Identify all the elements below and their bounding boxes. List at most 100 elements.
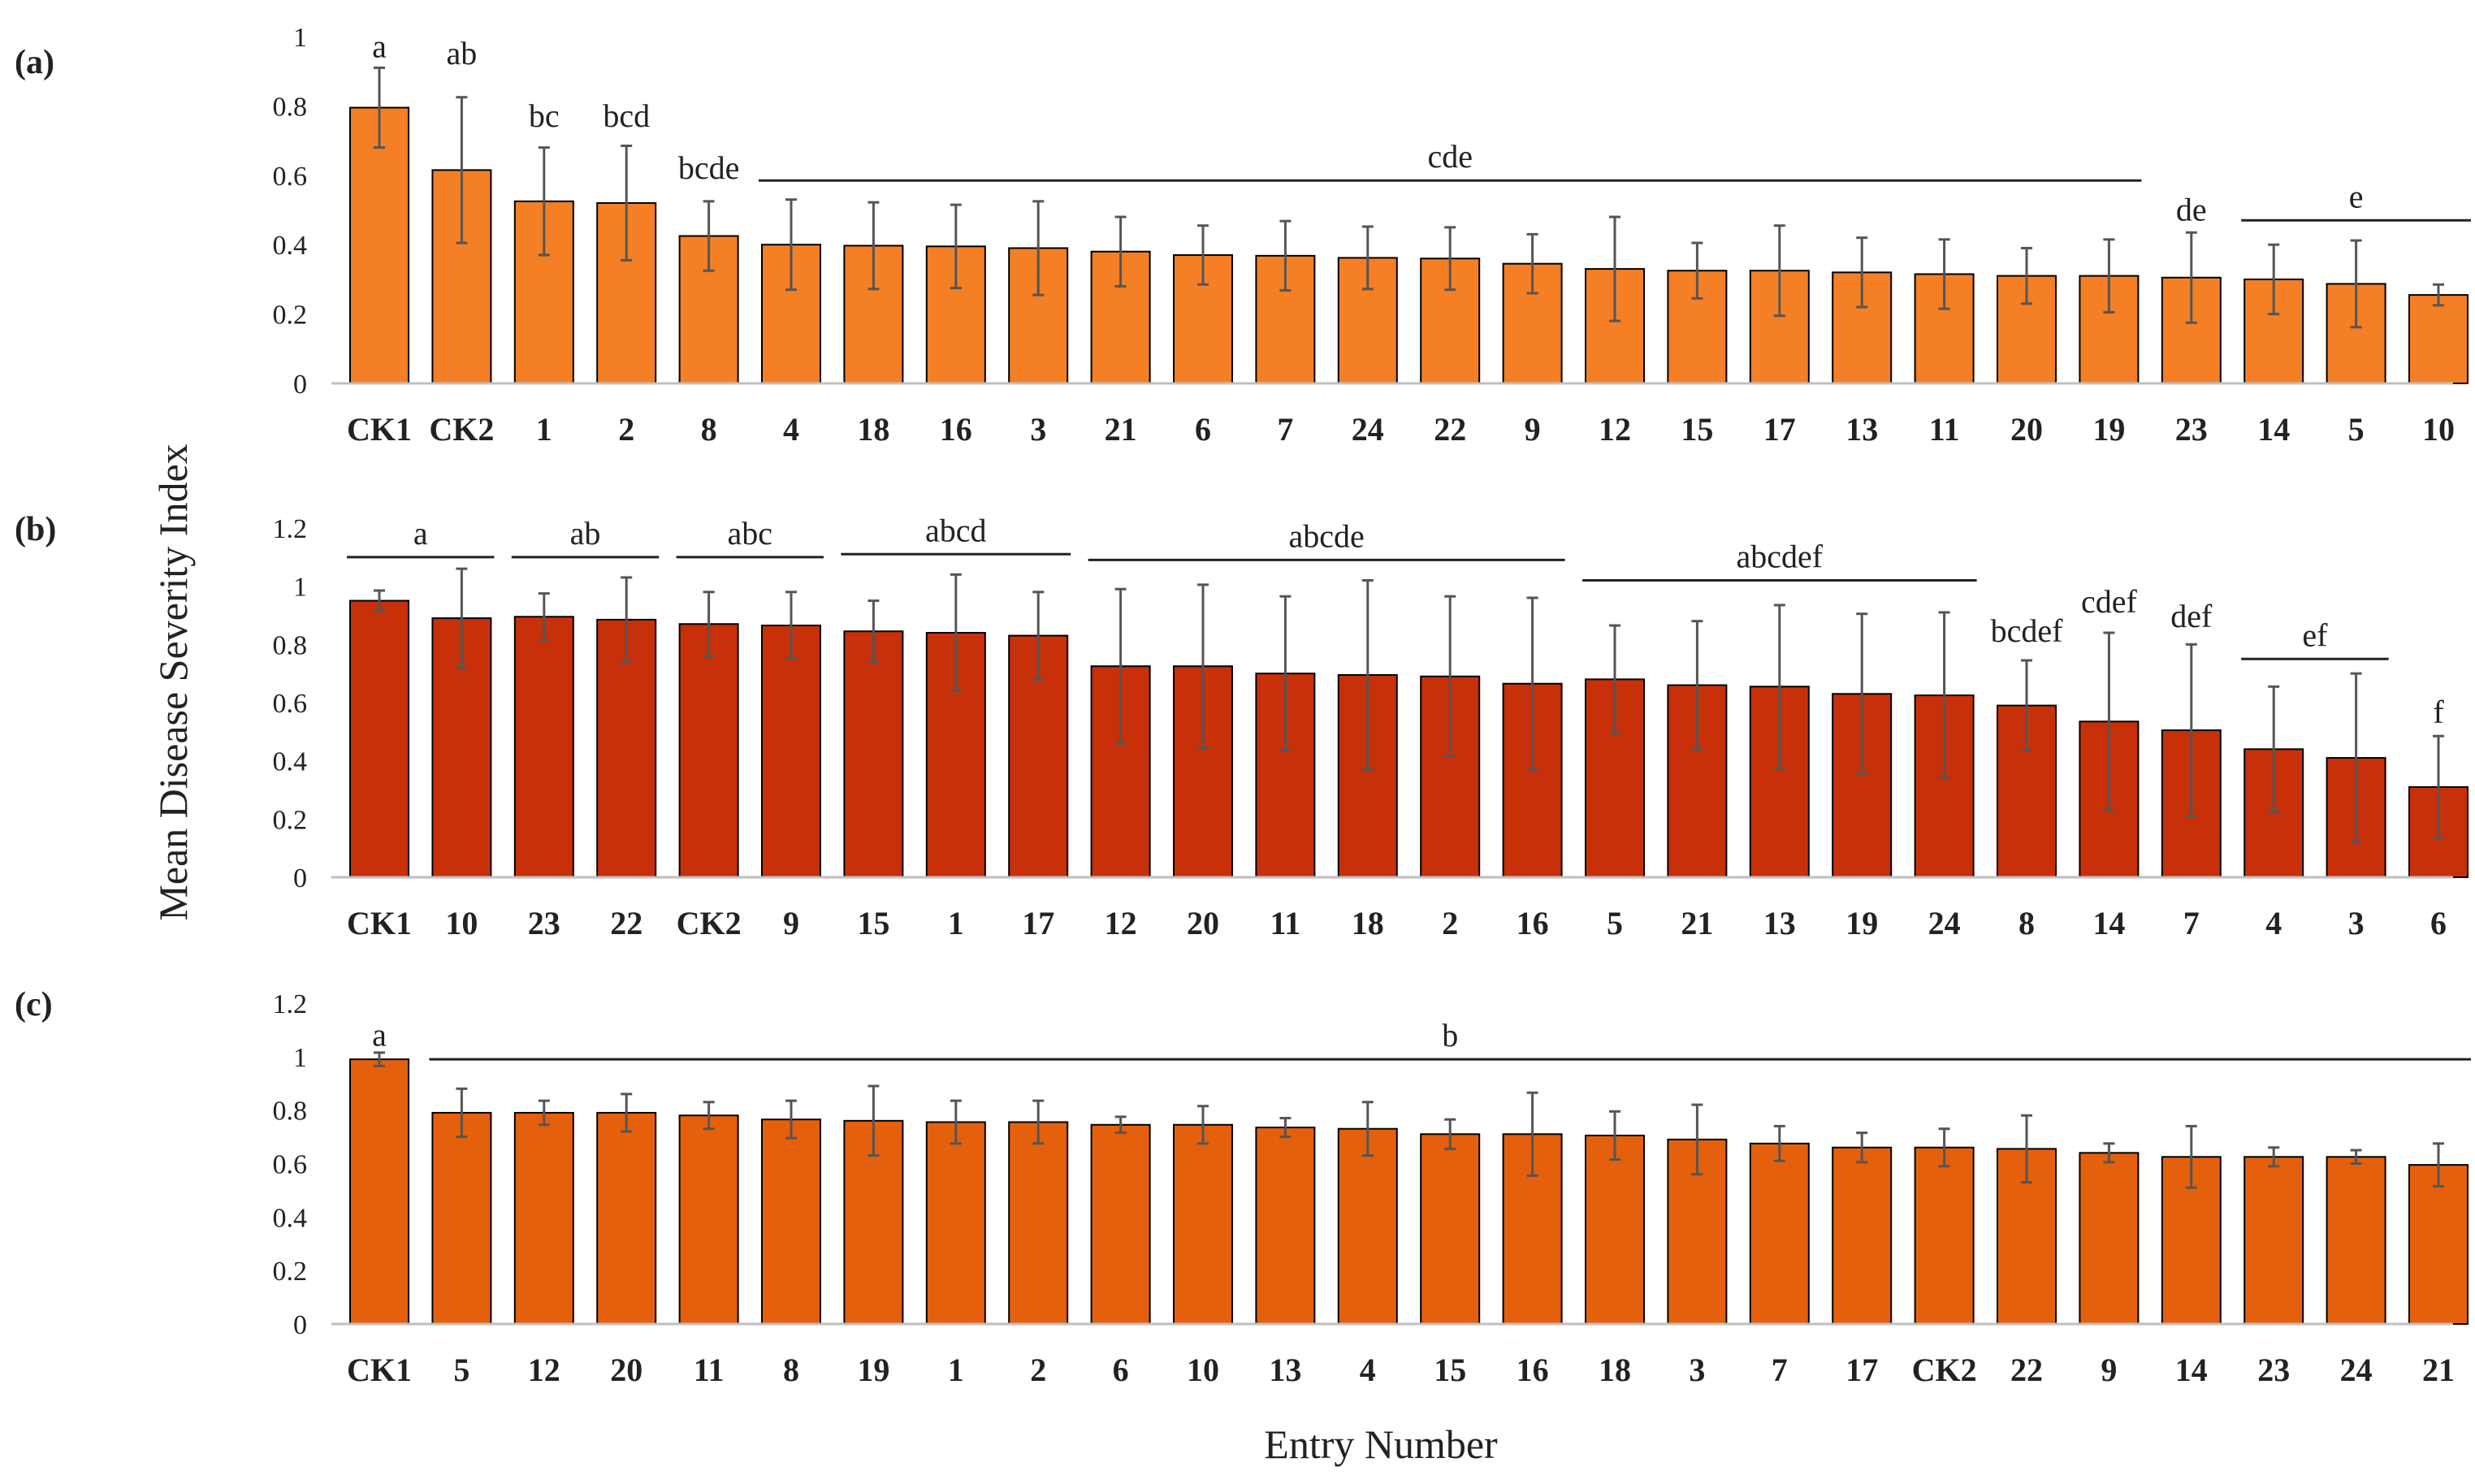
bar: [1255, 1127, 1316, 1325]
significance-letter: de: [2176, 191, 2207, 227]
bar: [513, 616, 574, 879]
category-label: 14: [2092, 905, 2125, 941]
y-tick-label: 0.6: [273, 1150, 308, 1180]
y-tick-label: 0.2: [273, 301, 308, 331]
bar: [1749, 1142, 1810, 1325]
panel-label: (a): [15, 44, 54, 81]
y-tick-label: 0.4: [273, 747, 308, 777]
category-label: CK2: [677, 905, 742, 941]
category-label: 24: [1352, 411, 1384, 448]
y-tick-label: 1: [293, 23, 307, 53]
category-label: 12: [1599, 411, 1631, 448]
category-label: CK2: [429, 411, 494, 448]
significance-letter: bcdef: [1991, 612, 2064, 649]
y-tick-label: 0.2: [273, 805, 308, 835]
y-axis-title: Mean Disease Severity Index: [150, 443, 196, 920]
y-tick-label: 0.2: [273, 1257, 308, 1287]
category-label: CK1: [347, 1352, 412, 1388]
category-label: 7: [1277, 411, 1293, 448]
category-label: 11: [1929, 411, 1960, 448]
category-label: 14: [2257, 411, 2290, 448]
bar: [349, 1058, 409, 1325]
significance-letter: abcdef: [1737, 539, 1824, 575]
y-tick-label: 0.8: [273, 92, 308, 122]
significance-letter: a: [372, 1017, 387, 1054]
category-label: 5: [453, 1352, 469, 1388]
category-label: 15: [1681, 411, 1713, 448]
category-label: 16: [940, 411, 972, 448]
category-label: 24: [2340, 1352, 2373, 1388]
category-label: 17: [1022, 905, 1054, 941]
category-label: 13: [1763, 905, 1796, 941]
y-tick-label: 1: [293, 573, 307, 603]
bar: [349, 599, 409, 878]
category-label: 19: [857, 1352, 889, 1388]
category-label: 6: [1195, 411, 1211, 448]
category-label: 17: [1845, 1352, 1878, 1388]
category-label: 19: [2092, 411, 2125, 448]
category-label: 12: [528, 1352, 560, 1388]
significance-letter: abc: [728, 515, 773, 552]
significance-letter: e: [2349, 178, 2364, 214]
category-label: 18: [1599, 1352, 1631, 1388]
significance-letter: bc: [529, 97, 560, 134]
category-label: 6: [2430, 905, 2447, 941]
category-label: 10: [2422, 411, 2455, 448]
bar: [2408, 1164, 2469, 1326]
category-label: 21: [2422, 1352, 2455, 1388]
significance-letter: a: [372, 28, 387, 65]
category-label: 1: [536, 411, 552, 448]
category-label: 22: [1434, 411, 1466, 448]
y-tick-label: 0: [293, 1310, 307, 1340]
bar: [431, 1111, 492, 1326]
significance-letter: def: [2170, 598, 2213, 634]
category-label: 13: [1845, 411, 1878, 448]
significance-letter: ab: [447, 35, 478, 71]
y-tick-label: 0: [293, 370, 307, 400]
category-label: 23: [528, 905, 560, 941]
significance-letter: f: [2433, 694, 2444, 730]
category-label: 8: [783, 1352, 799, 1388]
panel-label: (b): [15, 511, 56, 548]
significance-letter: abcde: [1288, 517, 1364, 554]
category-label: 2: [618, 411, 634, 448]
category-label: 11: [1270, 905, 1301, 941]
category-label: 3: [2348, 905, 2365, 941]
bar: [349, 106, 409, 384]
y-tick-label: 1.2: [273, 514, 308, 544]
category-label: CK1: [347, 411, 412, 448]
category-label: 7: [1772, 1352, 1788, 1388]
bar: [678, 1114, 739, 1325]
category-label: 5: [2348, 411, 2365, 448]
category-label: 8: [2019, 905, 2035, 941]
bar: [1090, 1123, 1151, 1326]
bar: [1585, 1134, 1645, 1325]
significance-letter: b: [1442, 1017, 1458, 1054]
category-label: 7: [2183, 905, 2200, 941]
bar: [1337, 1127, 1398, 1326]
bar: [925, 1121, 986, 1325]
category-label: 9: [2101, 1352, 2117, 1388]
y-tick-label: 1: [293, 1043, 307, 1073]
category-label: 5: [1607, 905, 1623, 941]
significance-letter: ef: [2302, 617, 2328, 653]
category-label: 19: [1845, 905, 1878, 941]
category-label: 3: [1030, 411, 1046, 448]
category-label: 12: [1105, 905, 1137, 941]
category-label: 8: [701, 411, 717, 448]
bar: [1997, 704, 2057, 878]
category-label: 21: [1105, 411, 1137, 448]
significance-letter: cde: [1427, 138, 1473, 175]
bar: [678, 623, 739, 878]
significance-letter: a: [413, 515, 428, 552]
x-axis-title: Entry Number: [1264, 1421, 1498, 1467]
category-label: 22: [2010, 1352, 2043, 1388]
category-label: CK1: [347, 905, 412, 941]
category-label: 2: [1030, 1352, 1046, 1388]
category-label: 4: [783, 411, 799, 448]
category-label: 14: [2175, 1352, 2208, 1388]
category-label: 1: [948, 905, 964, 941]
